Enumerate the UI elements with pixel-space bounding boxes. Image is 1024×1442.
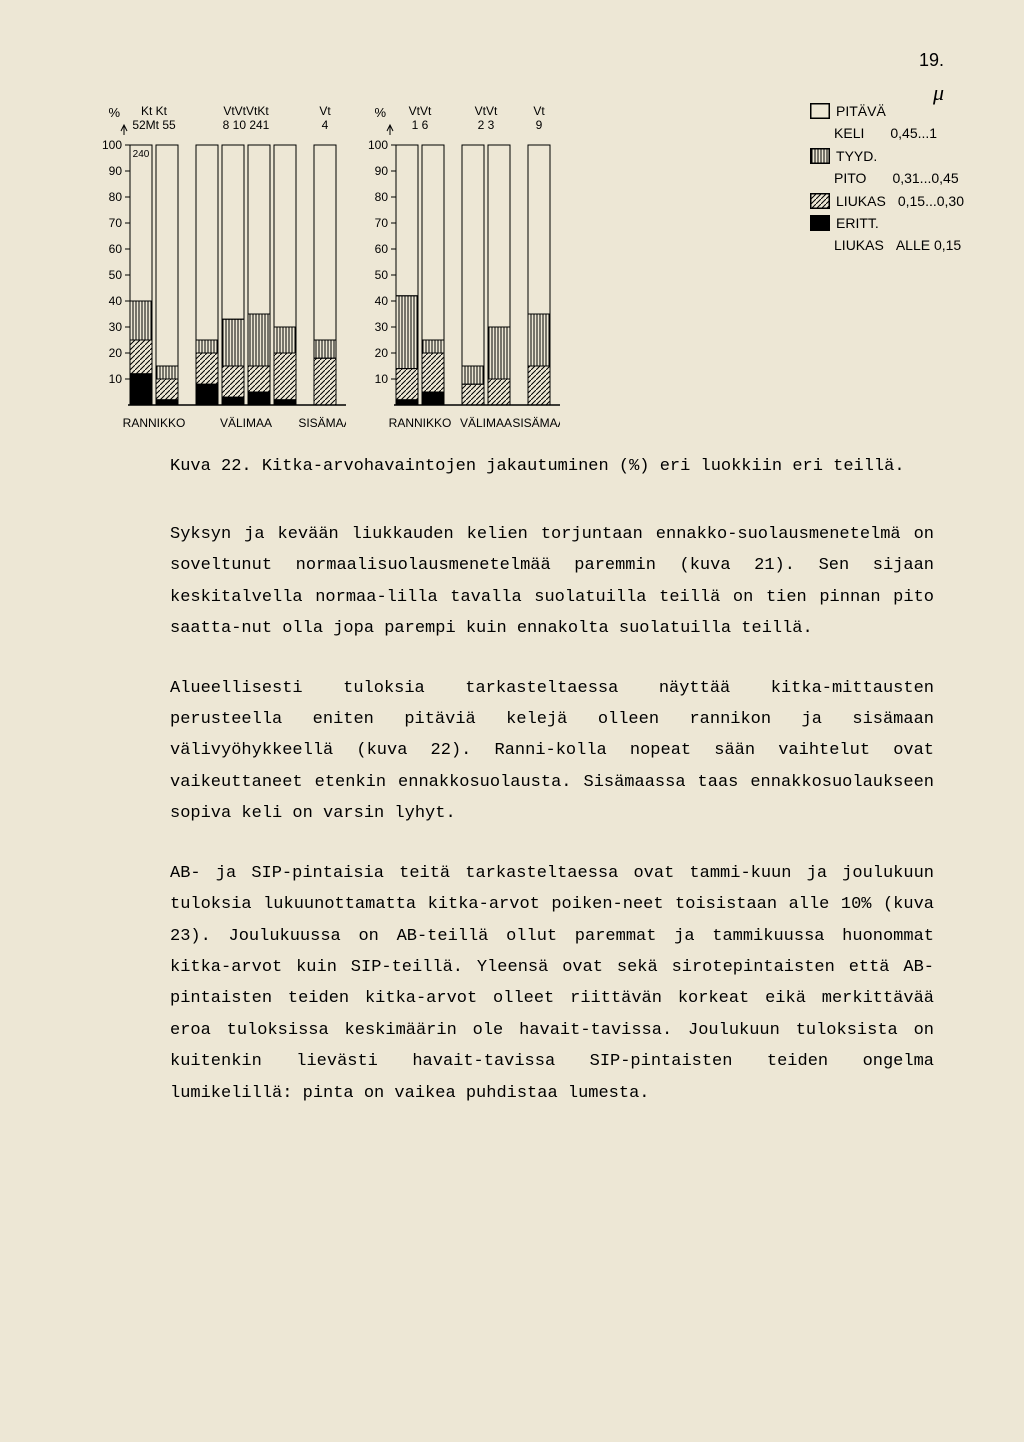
svg-text:90: 90 (109, 164, 123, 178)
scanned-page: 19. μ PITÄVÄ KELI 0,45...1 TYYD. PITO 0,… (0, 0, 1024, 1442)
svg-text:9: 9 (536, 118, 543, 132)
svg-text:8 10 241: 8 10 241 (223, 118, 270, 132)
svg-text:VtVt: VtVt (475, 104, 498, 118)
svg-text:RANNIKKO: RANNIKKO (389, 416, 452, 430)
caption-label: Kuva 22. (170, 457, 252, 476)
svg-text:50: 50 (109, 268, 123, 282)
svg-text:70: 70 (109, 216, 123, 230)
svg-text:1 6: 1 6 (412, 118, 429, 132)
chart-left-svg: %102030405060708090100Kt Kt52Mt 55VtVtVt… (90, 100, 346, 435)
paragraph: Syksyn ja kevään liukkauden kelien torju… (170, 519, 934, 645)
legend-swatch-tyyd (810, 148, 830, 164)
svg-text:2 3: 2 3 (478, 118, 495, 132)
legend-swatch-eritt (810, 215, 830, 231)
legend-label: TYYD. (836, 145, 877, 167)
legend-title: PITÄVÄ (836, 100, 886, 122)
svg-text:80: 80 (109, 190, 123, 204)
legend-range: 0,45...1 (890, 122, 937, 144)
svg-text:90: 90 (375, 164, 389, 178)
svg-text:10: 10 (375, 372, 389, 386)
svg-text:100: 100 (102, 138, 122, 152)
svg-text:20: 20 (109, 346, 123, 360)
legend-range: 0,31...0,45 (892, 167, 958, 189)
svg-text:70: 70 (375, 216, 389, 230)
svg-text:240: 240 (133, 149, 150, 160)
legend-label: LIUKAS (834, 234, 884, 256)
svg-text:80: 80 (375, 190, 389, 204)
chart-right: %102030405060708090100VtVt1 6VtVt2 3Vt9R… (356, 100, 560, 435)
svg-text:VÄLIMAA: VÄLIMAA (460, 416, 512, 430)
svg-text:RANNIKKO: RANNIKKO (123, 416, 186, 430)
svg-text:40: 40 (109, 294, 123, 308)
svg-text:100: 100 (368, 138, 388, 152)
paragraph: Alueellisesti tuloksia tarkasteltaessa n… (170, 673, 934, 830)
svg-text:VÄLIMAA: VÄLIMAA (220, 416, 272, 430)
legend-swatch-keli (810, 103, 830, 119)
svg-text:30: 30 (375, 320, 389, 334)
legend-swatch-liukas (810, 193, 830, 209)
chart-left: %102030405060708090100Kt Kt52Mt 55VtVtVt… (90, 100, 346, 435)
legend-label: ERITT. (836, 212, 879, 234)
svg-text:4: 4 (322, 118, 329, 132)
svg-text:50: 50 (375, 268, 389, 282)
legend-label: LIUKAS (836, 190, 886, 212)
chart-legend: PITÄVÄ KELI 0,45...1 TYYD. PITO 0,31...0… (810, 100, 964, 257)
svg-text:SISÄMAA: SISÄMAA (298, 416, 346, 430)
body-text: Syksyn ja kevään liukkauden kelien torju… (170, 519, 934, 1109)
svg-text:SISÄMAA: SISÄMAA (512, 416, 560, 430)
legend-label: KELI (834, 122, 864, 144)
paragraph: AB- ja SIP-pintaisia teitä tarkasteltaes… (170, 858, 934, 1110)
svg-text:%: % (374, 105, 386, 120)
svg-text:10: 10 (109, 372, 123, 386)
svg-text:20: 20 (375, 346, 389, 360)
figure-caption: Kuva 22. Kitka-arvohavaintojen jakautumi… (170, 455, 964, 479)
svg-text:%: % (108, 105, 120, 120)
page-number: 19. (919, 50, 944, 71)
svg-text:30: 30 (109, 320, 123, 334)
svg-text:60: 60 (375, 242, 389, 256)
legend-label: PITO (834, 167, 866, 189)
svg-text:Vt: Vt (319, 104, 331, 118)
svg-text:Kt Kt: Kt Kt (141, 104, 168, 118)
svg-text:VtVt: VtVt (409, 104, 432, 118)
svg-text:40: 40 (375, 294, 389, 308)
svg-text:VtVtVtKt: VtVtVtKt (223, 104, 269, 118)
caption-text: Kitka-arvohavaintojen jakautuminen (%) e… (262, 457, 905, 476)
svg-text:52Mt 55: 52Mt 55 (132, 118, 176, 132)
legend-range: 0,15...0,30 (898, 190, 964, 212)
svg-text:Vt: Vt (533, 104, 545, 118)
svg-text:60: 60 (109, 242, 123, 256)
chart-right-svg: %102030405060708090100VtVt1 6VtVt2 3Vt9R… (356, 100, 560, 435)
legend-range: ALLE 0,15 (896, 234, 961, 256)
